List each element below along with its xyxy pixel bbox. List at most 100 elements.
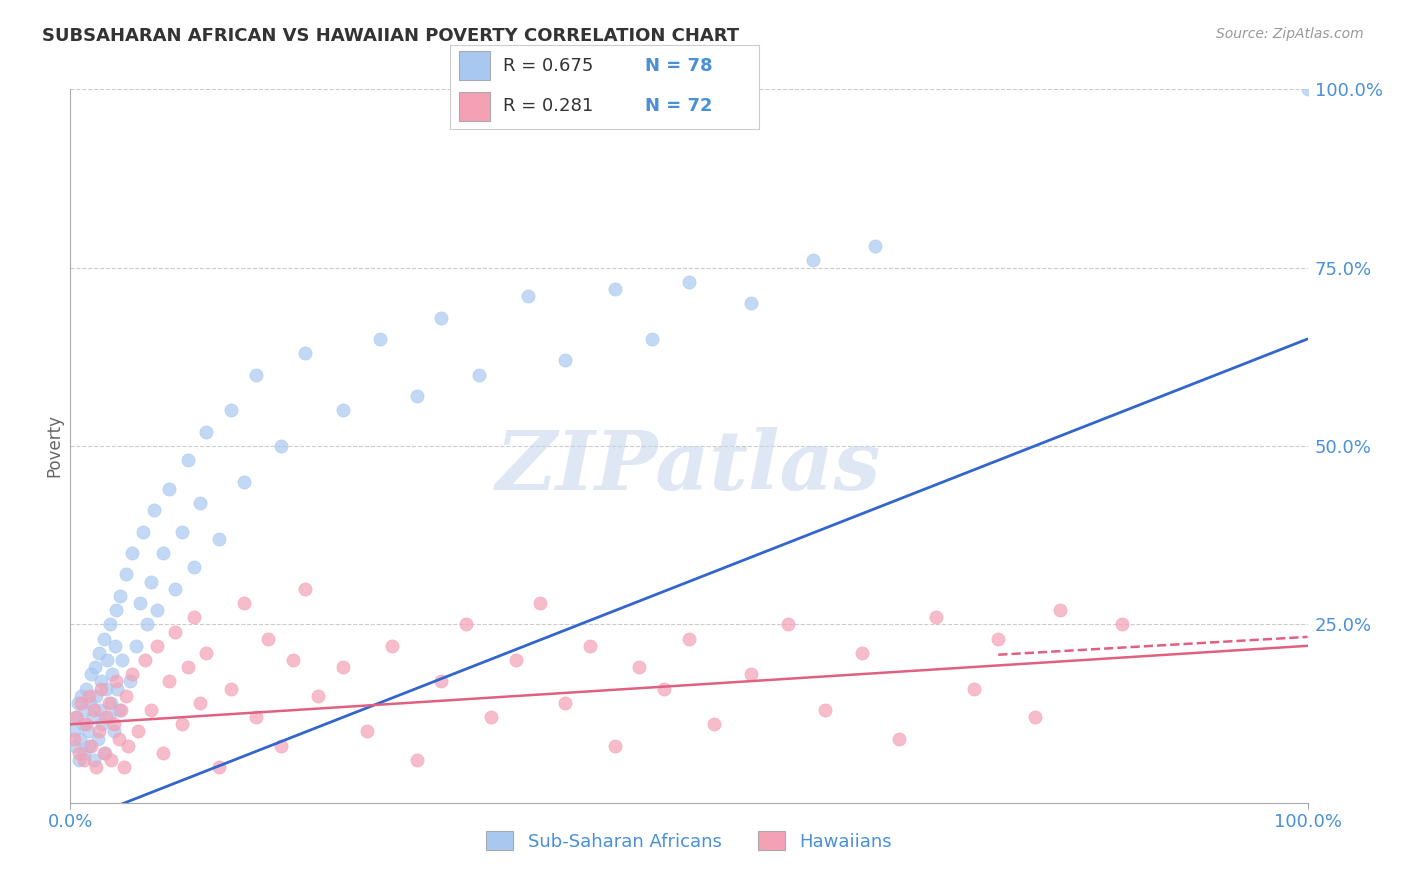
Point xyxy=(94,746,117,760)
Point xyxy=(678,632,700,646)
Point xyxy=(776,617,799,632)
Point xyxy=(132,524,155,539)
Text: N = 72: N = 72 xyxy=(645,96,713,114)
Point xyxy=(105,603,128,617)
Point xyxy=(219,403,242,417)
Text: ZIPatlas: ZIPatlas xyxy=(496,427,882,508)
Point xyxy=(77,739,100,753)
Point xyxy=(87,646,110,660)
Point xyxy=(75,681,97,696)
Point xyxy=(136,617,159,632)
Point xyxy=(281,653,304,667)
Point xyxy=(925,610,948,624)
Point xyxy=(157,674,180,689)
Point xyxy=(554,696,576,710)
Point xyxy=(66,696,89,710)
Point xyxy=(219,681,242,696)
Point xyxy=(115,567,138,582)
Point xyxy=(63,731,86,746)
Point xyxy=(139,574,162,589)
Point xyxy=(65,710,87,724)
Point xyxy=(70,689,93,703)
Point xyxy=(405,389,427,403)
Point xyxy=(117,739,139,753)
Point xyxy=(987,632,1010,646)
FancyBboxPatch shape xyxy=(460,52,491,80)
Point xyxy=(579,639,602,653)
Point xyxy=(430,310,453,325)
Point xyxy=(208,760,231,774)
Point xyxy=(603,282,626,296)
Point xyxy=(128,596,150,610)
Point xyxy=(90,674,112,689)
Point xyxy=(139,703,162,717)
Point xyxy=(652,681,675,696)
Point xyxy=(121,667,143,681)
Point xyxy=(165,582,187,596)
Point xyxy=(63,724,86,739)
Point xyxy=(107,731,129,746)
Point xyxy=(80,739,103,753)
Point xyxy=(67,746,90,760)
Point xyxy=(456,617,478,632)
Point xyxy=(368,332,391,346)
Point xyxy=(80,667,103,681)
Point xyxy=(89,703,111,717)
Point xyxy=(97,696,120,710)
Point xyxy=(134,653,156,667)
Point xyxy=(75,703,97,717)
Point xyxy=(93,632,115,646)
Point xyxy=(67,753,90,767)
Point xyxy=(1111,617,1133,632)
Point xyxy=(104,639,127,653)
Point xyxy=(703,717,725,731)
Point xyxy=(195,646,218,660)
Point xyxy=(245,368,267,382)
Point xyxy=(188,696,211,710)
Point xyxy=(72,717,94,731)
Point xyxy=(232,475,254,489)
Point xyxy=(84,760,107,774)
Point xyxy=(146,639,169,653)
Point xyxy=(177,660,200,674)
Point xyxy=(101,667,124,681)
Point xyxy=(96,710,118,724)
Point xyxy=(270,439,292,453)
Point xyxy=(108,589,131,603)
Point xyxy=(165,624,187,639)
Point xyxy=(505,653,527,667)
Point xyxy=(93,746,115,760)
Point xyxy=(76,724,98,739)
Point xyxy=(245,710,267,724)
Point xyxy=(91,717,114,731)
Point xyxy=(115,689,138,703)
Point xyxy=(73,753,96,767)
Point xyxy=(232,596,254,610)
Point xyxy=(125,639,148,653)
Point xyxy=(889,731,911,746)
Text: Source: ZipAtlas.com: Source: ZipAtlas.com xyxy=(1216,27,1364,41)
Point xyxy=(73,746,96,760)
Point xyxy=(962,681,984,696)
Point xyxy=(86,731,108,746)
Point xyxy=(70,696,93,710)
Point xyxy=(65,739,87,753)
Point xyxy=(188,496,211,510)
Point xyxy=(107,703,129,717)
Point xyxy=(294,346,316,360)
Text: N = 78: N = 78 xyxy=(645,57,713,75)
FancyBboxPatch shape xyxy=(460,92,491,120)
Point xyxy=(801,253,824,268)
Point xyxy=(332,403,354,417)
Point xyxy=(84,660,107,674)
Point xyxy=(83,703,105,717)
Point xyxy=(381,639,404,653)
Text: R = 0.281: R = 0.281 xyxy=(502,96,593,114)
Point xyxy=(740,667,762,681)
Point xyxy=(430,674,453,689)
Point xyxy=(100,753,122,767)
Point xyxy=(152,746,174,760)
Point xyxy=(294,582,316,596)
Point xyxy=(96,681,118,696)
Point xyxy=(110,703,132,717)
